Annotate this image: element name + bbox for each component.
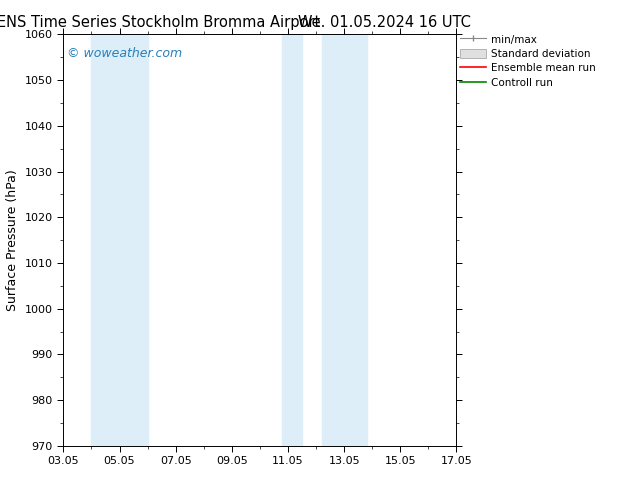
Y-axis label: Surface Pressure (hPa): Surface Pressure (hPa) [6, 169, 19, 311]
Legend: min/max, Standard deviation, Ensemble mean run, Controll run: min/max, Standard deviation, Ensemble me… [460, 34, 595, 88]
Bar [91, 34, 148, 446]
Bar [321, 34, 366, 446]
Text: ENS Time Series Stockholm Bromma Airport: ENS Time Series Stockholm Bromma Airport [0, 15, 320, 30]
Bar [282, 34, 302, 446]
Text: © woweather.com: © woweather.com [67, 47, 183, 60]
Text: We. 01.05.2024 16 UTC: We. 01.05.2024 16 UTC [299, 15, 471, 30]
